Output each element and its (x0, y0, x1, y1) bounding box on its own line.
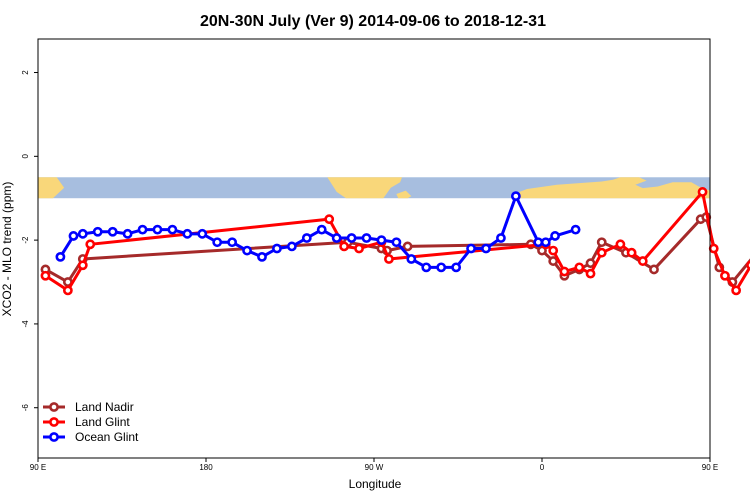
data-point (182, 228, 193, 239)
data-point (548, 245, 559, 256)
data-point (649, 264, 659, 275)
data-point (167, 224, 178, 235)
data-point (720, 270, 730, 281)
legend-swatch-point (49, 417, 59, 427)
data-point (615, 239, 626, 250)
data-point (316, 224, 327, 235)
data-point (384, 254, 394, 264)
map-land (396, 190, 412, 199)
data-point (406, 254, 417, 264)
data-point (122, 228, 133, 239)
x-axis: 90 E 180 90 W 0 90 E (30, 458, 718, 472)
data-point (339, 241, 350, 252)
data-point (152, 224, 163, 235)
series-line-0 (44, 215, 750, 284)
data-point (68, 231, 79, 241)
data-point (574, 262, 585, 273)
data-point (107, 226, 118, 237)
data-point (77, 228, 88, 239)
plot-lines (40, 187, 750, 296)
data-point (137, 224, 148, 235)
data-point (596, 247, 607, 258)
data-point (746, 260, 750, 271)
legend-label: Land Nadir (75, 400, 134, 414)
x-tick-label: 90 E (30, 463, 46, 472)
x-axis-label: Longitude (349, 477, 402, 491)
data-point (257, 251, 267, 262)
data-point (540, 237, 551, 248)
data-point (697, 187, 708, 197)
data-point (402, 241, 413, 252)
x-tick-label: 0 (540, 463, 545, 472)
data-point (626, 247, 637, 258)
data-point (77, 260, 88, 271)
x-tick-label: 180 (199, 463, 213, 472)
y-axis-label: XCO2 - MLO trend (ppm) (0, 182, 14, 317)
chart-title: 20N-30N July (Ver 9) 2014-09-06 to 2018-… (200, 13, 546, 30)
data-point (481, 243, 491, 254)
data-point (637, 256, 648, 266)
legend-label: Land Glint (75, 415, 130, 429)
data-point (85, 239, 96, 250)
y-tick-label: -4 (21, 320, 30, 328)
map-land (514, 177, 710, 199)
data-point (510, 191, 521, 202)
data-point (212, 237, 223, 248)
data-point (421, 262, 432, 273)
data-point (496, 233, 506, 243)
data-point (331, 233, 342, 243)
x-tick-label: 90 W (365, 463, 384, 472)
map-land (327, 177, 402, 199)
data-point (466, 243, 476, 254)
data-point (570, 224, 581, 235)
data-point (62, 285, 73, 296)
data-point (596, 237, 607, 248)
data-point (533, 237, 544, 248)
data-point (376, 235, 387, 246)
data-point (242, 245, 252, 256)
data-point (451, 262, 462, 273)
data-point (55, 251, 66, 262)
legend-label: Ocean Glint (75, 430, 139, 444)
y-axis: 2 0 -2 -4 -6 (21, 70, 38, 412)
data-point (227, 237, 238, 248)
y-tick-label: 2 (21, 70, 30, 75)
data-point (324, 214, 335, 225)
y-tick-label: -2 (21, 236, 30, 244)
data-point (361, 233, 372, 243)
legend-swatch-point (49, 432, 59, 442)
data-point (550, 231, 560, 241)
data-point (286, 241, 297, 252)
data-point (436, 262, 447, 273)
data-point (301, 233, 312, 243)
map-land (38, 177, 65, 199)
data-point (559, 266, 570, 277)
x-tick-label: 90 E (702, 463, 718, 472)
legend-swatch-point (49, 402, 59, 412)
data-point (40, 270, 51, 281)
world-map-strip (38, 177, 710, 199)
data-point (272, 243, 282, 254)
data-point (92, 226, 103, 237)
data-point (197, 228, 208, 239)
data-point (585, 258, 596, 269)
y-tick-label: 0 (21, 154, 30, 159)
y-tick-label: -6 (21, 404, 30, 412)
data-point (731, 285, 742, 296)
data-point (346, 233, 357, 243)
data-point (548, 256, 559, 266)
data-point (354, 243, 364, 254)
data-point (708, 243, 719, 254)
data-point (585, 268, 596, 279)
data-point (391, 237, 402, 248)
